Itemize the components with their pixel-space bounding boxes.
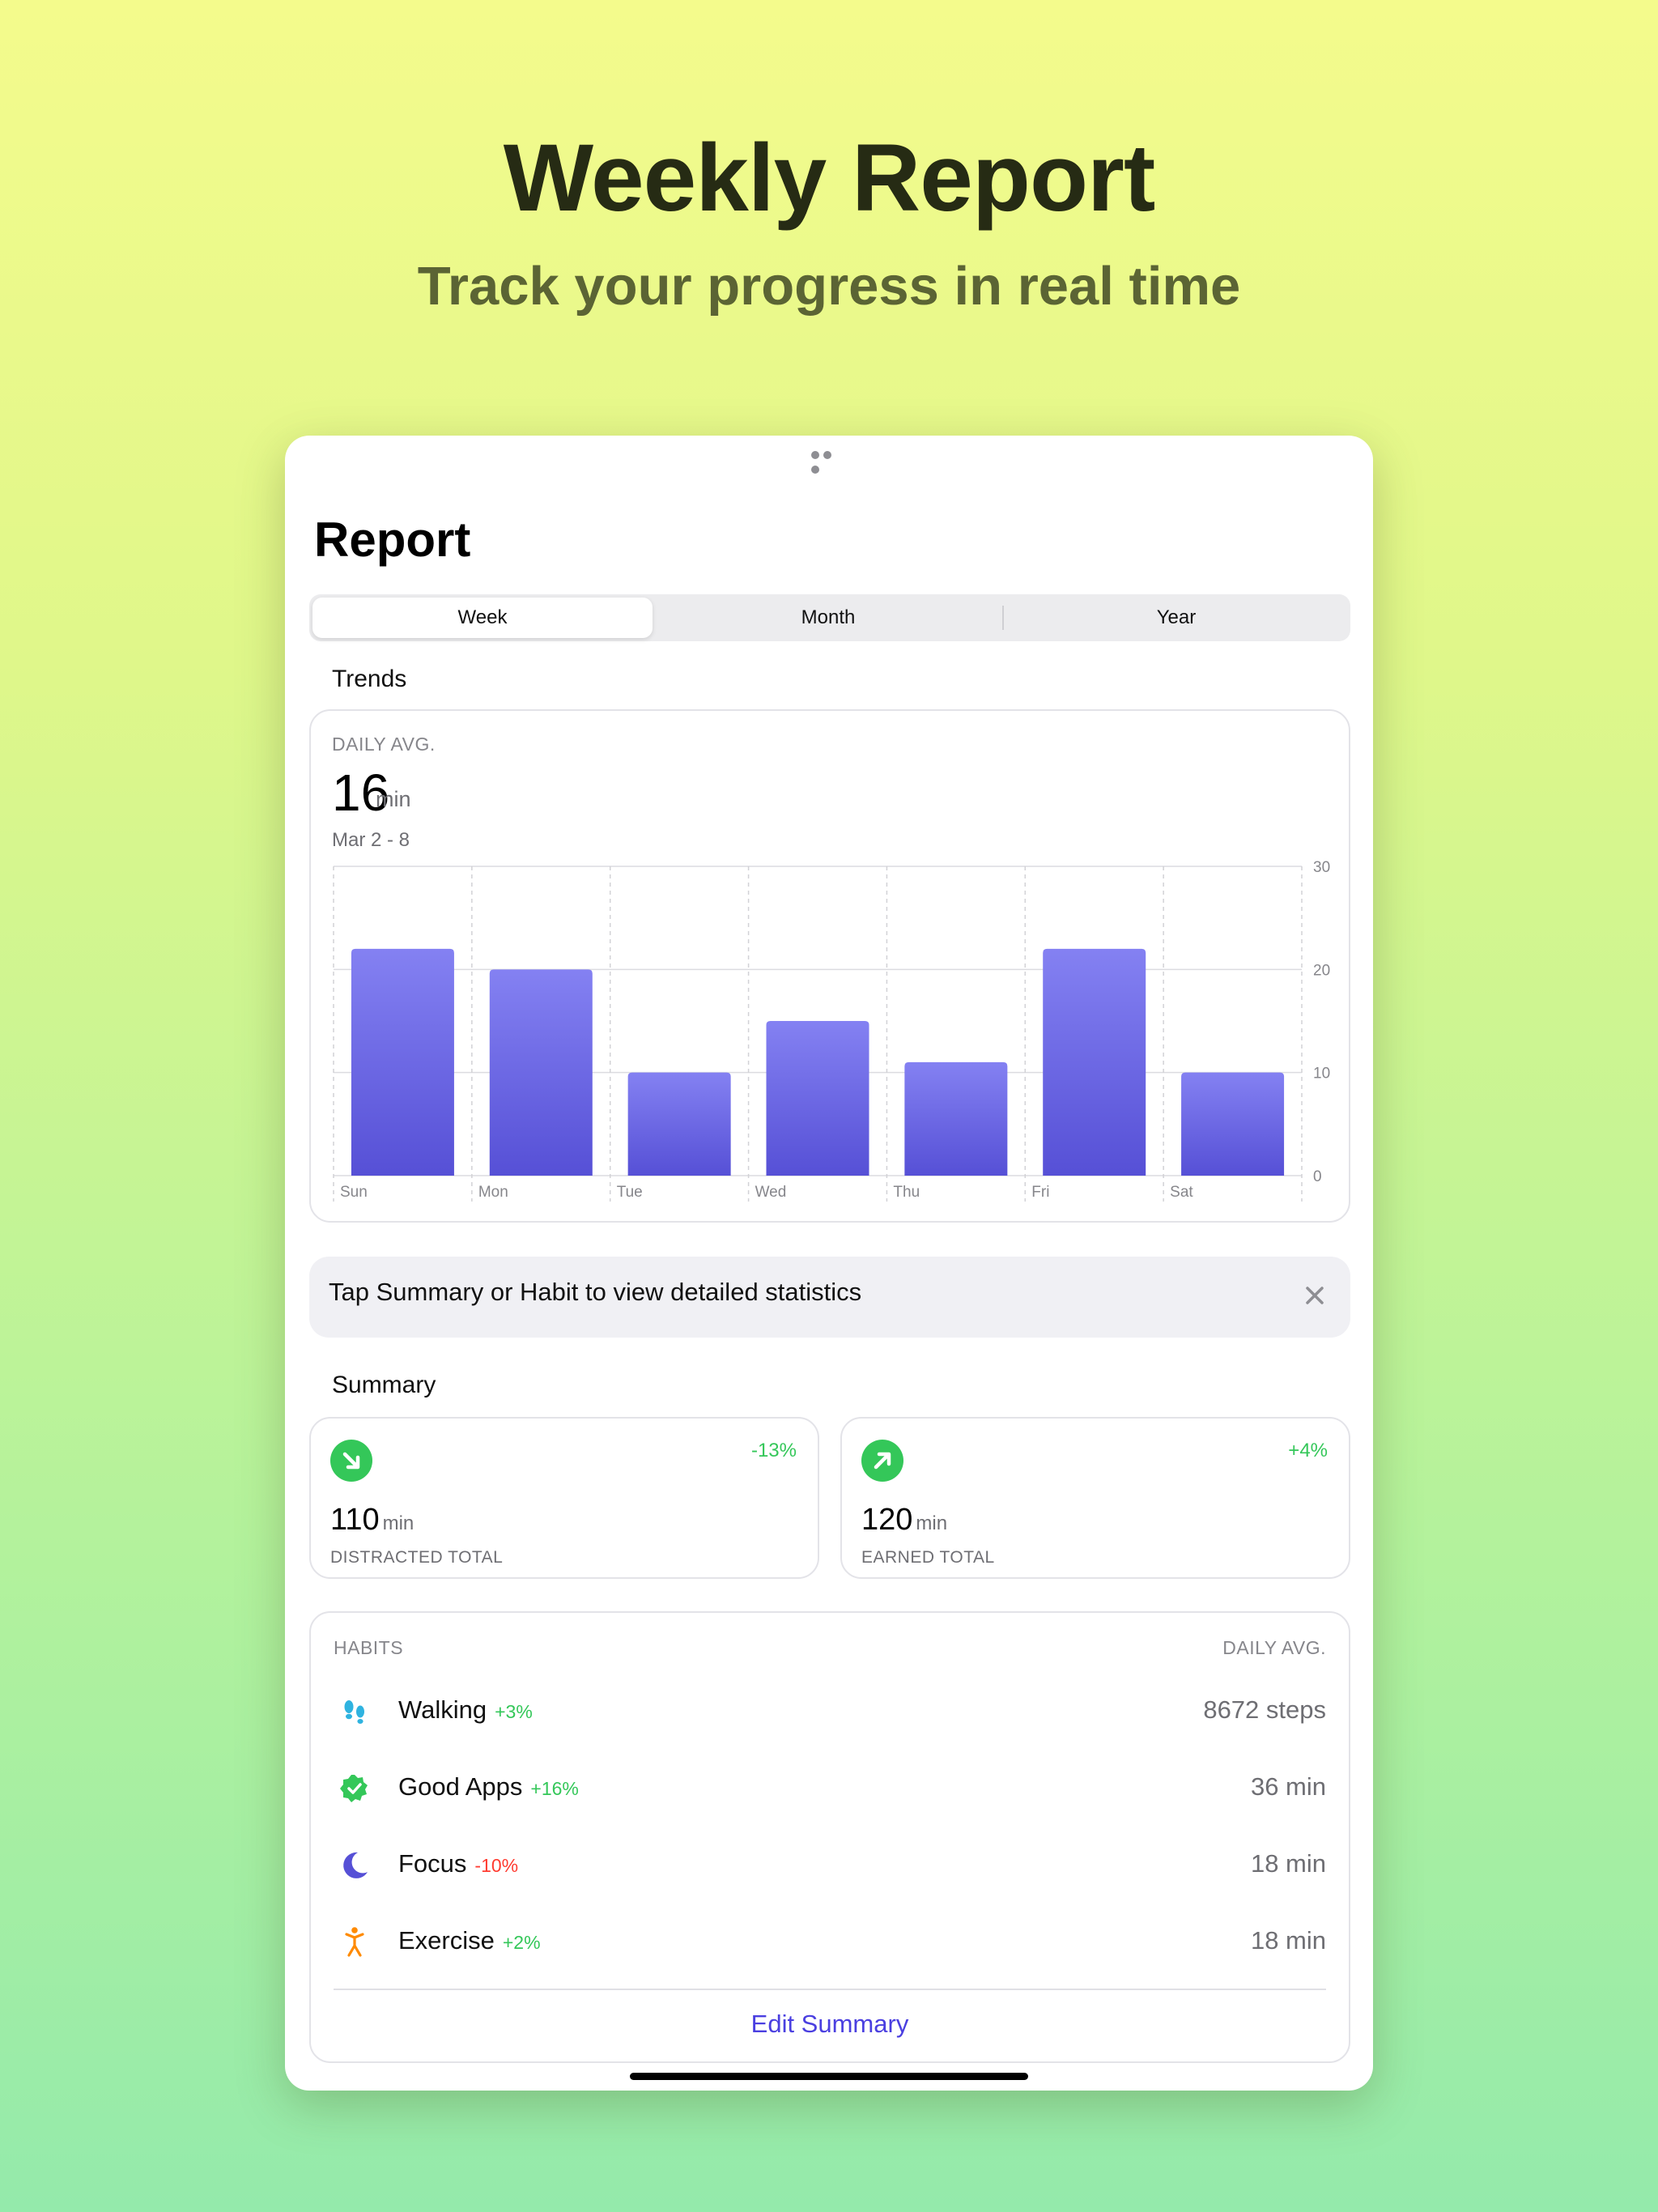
habit-row-exercise[interactable]: Exercise +2% 18 min bbox=[311, 1910, 1349, 1975]
device-frame: Report Week Month Year Trends DAILY AVG.… bbox=[285, 436, 1373, 2091]
habit-label: Good Apps bbox=[398, 1772, 523, 1801]
habit-name: Exercise +2% bbox=[398, 1926, 541, 1955]
summary-card-distracted[interactable]: -13% 110 min DISTRACTED TOTAL bbox=[309, 1417, 819, 1579]
summary-change: +4% bbox=[1288, 1440, 1328, 1461]
x-tick-label: Mon bbox=[478, 1184, 508, 1201]
arrow-down-right-icon bbox=[330, 1440, 372, 1482]
x-tick-label: Wed bbox=[755, 1184, 787, 1201]
habit-name: Focus -10% bbox=[398, 1849, 518, 1878]
trends-section-label: Trends bbox=[332, 666, 407, 692]
habits-divider bbox=[334, 1989, 1326, 1990]
edit-summary-button[interactable]: Edit Summary bbox=[750, 2010, 909, 2038]
habit-row-walking[interactable]: Walking +3% 8672 steps bbox=[311, 1679, 1349, 1744]
chart-bar bbox=[351, 948, 454, 1176]
habit-change: +3% bbox=[495, 1701, 533, 1722]
summary-value: 110 min bbox=[330, 1503, 414, 1538]
segment-week[interactable]: Week bbox=[312, 598, 653, 638]
habit-value: 18 min bbox=[1250, 1849, 1326, 1878]
chart-bar bbox=[489, 969, 593, 1176]
chart-bar bbox=[904, 1061, 1008, 1176]
habit-row-good-apps[interactable]: Good Apps +16% 36 min bbox=[311, 1756, 1349, 1821]
summary-caption: EARNED TOTAL bbox=[861, 1548, 995, 1567]
chart-bar bbox=[766, 1021, 869, 1176]
habit-change: +16% bbox=[530, 1778, 579, 1799]
summary-number: 110 bbox=[330, 1503, 380, 1537]
arrow-up-right-icon bbox=[861, 1440, 903, 1482]
y-tick-label: 0 bbox=[1313, 1168, 1322, 1185]
habits-daily-avg-header: DAILY AVG. bbox=[1222, 1637, 1326, 1658]
habits-card: HABITS DAILY AVG. Walking +3% 8672 steps … bbox=[309, 1611, 1350, 2063]
habit-change: +2% bbox=[502, 1932, 541, 1953]
date-range: Mar 2 - 8 bbox=[332, 829, 410, 851]
summary-number: 120 bbox=[861, 1503, 913, 1537]
x-tick-label: Sat bbox=[1170, 1184, 1193, 1201]
summary-caption: DISTRACTED TOTAL bbox=[330, 1548, 504, 1567]
page-title: Report bbox=[314, 513, 471, 567]
habit-label: Walking bbox=[398, 1695, 487, 1724]
x-tick-label: Thu bbox=[893, 1184, 920, 1201]
chart-bar bbox=[1043, 948, 1146, 1176]
segment-year[interactable]: Year bbox=[1156, 606, 1197, 628]
sheet-grabber[interactable] bbox=[811, 449, 847, 474]
habits-header: HABITS bbox=[334, 1637, 404, 1658]
chart-bar bbox=[627, 1072, 731, 1176]
home-indicator[interactable] bbox=[630, 2073, 1028, 2080]
verified-badge-icon bbox=[340, 1775, 368, 1802]
habit-value: 8672 steps bbox=[1203, 1695, 1326, 1724]
summary-value: 120 min bbox=[861, 1503, 947, 1538]
habit-value: 18 min bbox=[1250, 1926, 1326, 1955]
daily-avg-value: 16 bbox=[332, 764, 390, 822]
x-tick-label: Fri bbox=[1031, 1184, 1049, 1201]
hero-title: Weekly Report bbox=[503, 125, 1156, 232]
habit-value: 36 min bbox=[1250, 1772, 1326, 1801]
summary-unit: min bbox=[916, 1512, 948, 1534]
footprints-icon bbox=[344, 1700, 364, 1724]
daily-avg-unit: min bbox=[376, 787, 411, 811]
figure-exercise-icon bbox=[345, 1927, 364, 1957]
moon-icon bbox=[343, 1852, 368, 1878]
x-tick-label: Tue bbox=[617, 1184, 643, 1201]
segment-month[interactable]: Month bbox=[801, 606, 856, 628]
period-segmented-control[interactable]: Week Month Year bbox=[309, 594, 1350, 641]
y-tick-label: 10 bbox=[1313, 1066, 1330, 1083]
y-tick-label: 30 bbox=[1313, 859, 1330, 876]
summary-change: -13% bbox=[750, 1440, 797, 1461]
habit-label: Focus bbox=[398, 1849, 467, 1878]
habit-change: -10% bbox=[474, 1855, 519, 1876]
close-icon[interactable] bbox=[1294, 1274, 1336, 1317]
segment-divider bbox=[1002, 606, 1004, 630]
x-tick-label: Sun bbox=[340, 1184, 368, 1201]
habit-label: Exercise bbox=[398, 1926, 495, 1955]
trends-chart-card[interactable]: DAILY AVG. 16 min Mar 2 - 8 0 10 20 30 Sun Mo… bbox=[309, 709, 1350, 1223]
habit-row-focus[interactable]: Focus -10% 18 min bbox=[311, 1833, 1349, 1898]
hero-subtitle: Track your progress in real time bbox=[417, 256, 1241, 317]
weekly-bar-chart: 0 10 20 30 Sun Mon Tue Wed Thu Fri Sat bbox=[333, 859, 1330, 1202]
y-tick-label: 20 bbox=[1313, 962, 1330, 979]
daily-avg-label: DAILY AVG. bbox=[332, 734, 436, 755]
habit-name: Walking +3% bbox=[398, 1695, 533, 1725]
habit-name: Good Apps +16% bbox=[398, 1772, 579, 1802]
summary-section-label: Summary bbox=[332, 1372, 436, 1398]
chart-bar bbox=[1181, 1072, 1285, 1176]
summary-card-earned[interactable]: +4% 120 min EARNED TOTAL bbox=[840, 1417, 1350, 1579]
summary-unit: min bbox=[382, 1512, 414, 1534]
tip-banner[interactable]: Tap Summary or Habit to view detailed st… bbox=[309, 1257, 1350, 1338]
tip-banner-text: Tap Summary or Habit to view detailed st… bbox=[329, 1278, 862, 1306]
